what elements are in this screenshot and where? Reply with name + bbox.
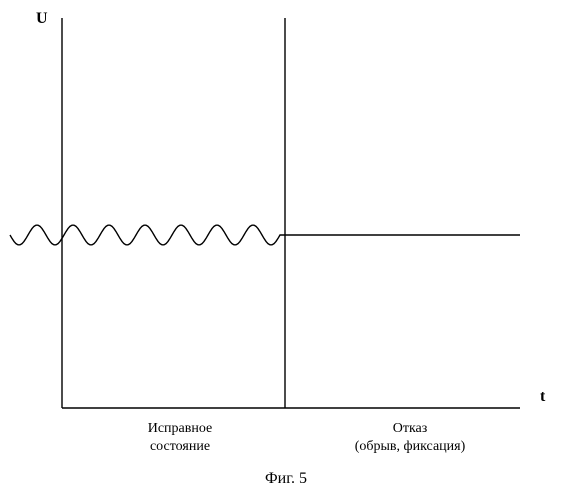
x-axis-label: t <box>540 388 545 406</box>
signal-wave <box>10 225 520 245</box>
figure-container: U t Исправное состояние Отказ (обрыв, фи… <box>0 0 574 500</box>
region-left-line1: Исправное <box>148 421 213 436</box>
figure-caption: Фиг. 5 <box>265 470 307 488</box>
region-left-line2: состояние <box>150 439 210 454</box>
region-right-line2: (обрыв, фиксация) <box>355 439 466 454</box>
y-axis-label: U <box>36 10 48 28</box>
region-label-right: Отказ (обрыв, фиксация) <box>330 420 490 456</box>
region-label-left: Исправное состояние <box>115 420 245 456</box>
region-right-line1: Отказ <box>393 421 428 436</box>
